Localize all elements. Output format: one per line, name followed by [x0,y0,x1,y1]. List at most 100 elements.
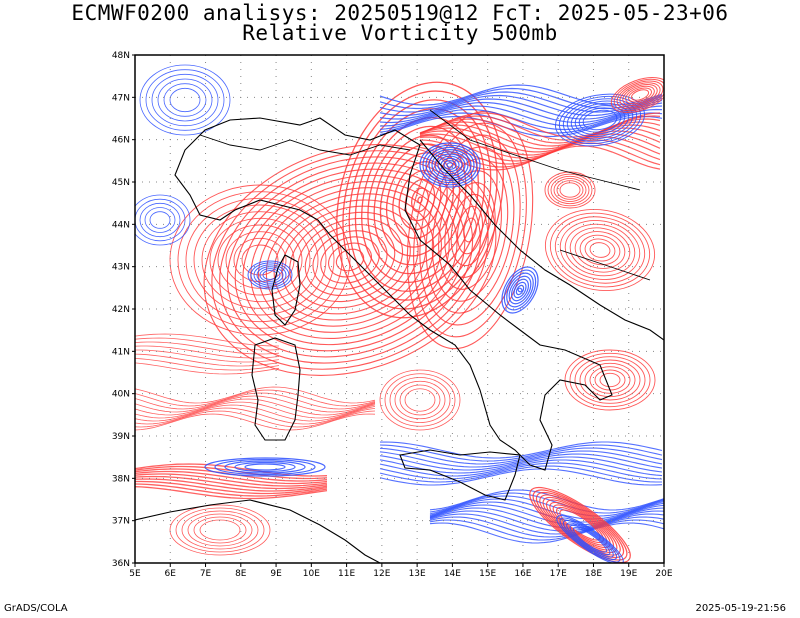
positive-vorticity-contour [342,90,498,310]
negative-vorticity-contour [508,275,532,305]
negative-vorticity-contour [513,281,527,299]
positive-vorticity-contour [569,227,631,273]
negative-vorticity-contour [135,194,191,246]
negative-vorticity-contour [566,100,634,140]
positive-vorticity-contour [193,204,327,316]
positive-vorticity-contour [336,81,504,319]
positive-vorticity-contour [599,372,621,388]
negative-vorticity-contour [135,198,186,242]
positive-vorticity-contour [384,373,456,427]
negative-vorticity-contour [429,510,664,532]
negative-vorticity-contour [510,278,530,302]
positive-vorticity-contour [185,197,335,323]
negative-vorticity-contour [429,489,664,511]
positive-vorticity-contour [584,238,616,262]
positive-vorticity-contour [135,410,376,428]
positive-vorticity-contour [417,196,423,204]
negative-vorticity-contour [566,522,614,558]
lon-tick-label: 12E [373,569,390,579]
negative-vorticity-contour [379,101,663,124]
negative-vorticity-contour [558,95,642,145]
positive-vorticity-contour [419,134,521,326]
positive-vorticity-contour [419,130,661,156]
positive-vorticity-contour [135,353,280,367]
positive-vorticity-contour [425,146,515,314]
positive-vorticity-contour [404,388,436,412]
lon-tick-label: 20E [655,569,672,579]
positive-vorticity-contour [135,486,328,500]
lon-tick-label: 8E [235,569,247,579]
lon-tick-label: 6E [165,569,177,579]
negative-vorticity-contour [501,266,539,314]
negative-vorticity-contour [428,149,472,182]
positive-vorticity-contour [135,349,280,363]
positive-vorticity-contour [438,170,502,290]
positive-vorticity-contour [135,341,280,355]
negative-vorticity-contour [429,513,664,535]
positive-vorticity-contour [579,234,621,266]
africa-coastline [135,499,381,563]
positive-vorticity-contour [281,205,419,315]
negative-vorticity-contour [204,457,326,477]
positive-vorticity-contour [217,224,303,296]
positive-vorticity-contour [419,127,661,153]
negative-vorticity-contour [429,516,664,538]
country-borders [199,109,651,281]
negative-vorticity-contour [149,211,171,229]
lat-tick-label: 38N [112,474,130,484]
positive-vorticity-contour [201,211,319,309]
italy-coastline [174,117,613,471]
negative-vorticity-contour [262,270,278,280]
negative-vorticity-contour [256,266,284,284]
negative-vorticity-contour [379,115,663,138]
negative-vorticity-contour [570,102,630,138]
negative-vorticity-contour [515,284,525,296]
positive-vorticity-contour [193,516,247,544]
positive-vorticity-contour [544,171,596,209]
negative-vorticity-contour [443,160,457,171]
positive-vorticity-contour [549,212,651,288]
negative-vorticity-contour [250,262,290,288]
positive-vorticity-contour [564,349,656,411]
positive-vorticity-contour [135,478,328,492]
lon-tick-label: 11E [338,569,355,579]
positive-vorticity-contour [399,384,441,416]
positive-vorticity-contour [135,480,328,495]
positive-vorticity-contour [574,231,626,269]
negative-vorticity-contour [429,507,664,529]
positive-vorticity-contour [564,223,636,277]
positive-vorticity-contour [135,345,280,359]
positive-vorticity-contour [613,78,664,112]
positive-vorticity-contour [616,80,664,110]
positive-vorticity-contour [135,483,328,497]
positive-vorticity-contour [559,220,641,280]
positive-vorticity-contour [463,217,477,243]
vorticity-contours [135,64,664,563]
negative-vorticity-contour [379,447,663,465]
positive-vorticity-contour [456,205,484,255]
negative-vorticity-contour [582,109,618,131]
positive-vorticity-contour [135,401,376,419]
positive-vorticity-contour [450,193,490,267]
lat-tick-label: 37N [112,517,130,527]
negative-vorticity-contour [379,468,663,486]
negative-vorticity-contour [506,272,534,308]
positive-vorticity-contour [419,145,661,171]
negative-vorticity-contour [425,146,475,184]
positive-vorticity-contour [203,144,497,376]
positive-vorticity-contour [630,89,650,101]
positive-vorticity-contour [547,173,593,207]
negative-vorticity-contour [503,269,537,311]
negative-vorticity-contour [429,504,664,526]
negative-vorticity-contour [379,87,663,110]
negative-vorticity-contour [379,444,663,462]
lat-tick-label: 36N [112,559,130,569]
positive-vorticity-contour [135,362,280,375]
map-subtitle: Relative Vorticity 500mb [242,21,558,45]
positive-vorticity-contour [544,209,656,291]
negative-vorticity-contour [253,264,287,286]
positive-vorticity-contour [569,352,651,408]
negative-vorticity-contour [244,463,286,471]
lon-tick-label: 17E [550,569,567,579]
